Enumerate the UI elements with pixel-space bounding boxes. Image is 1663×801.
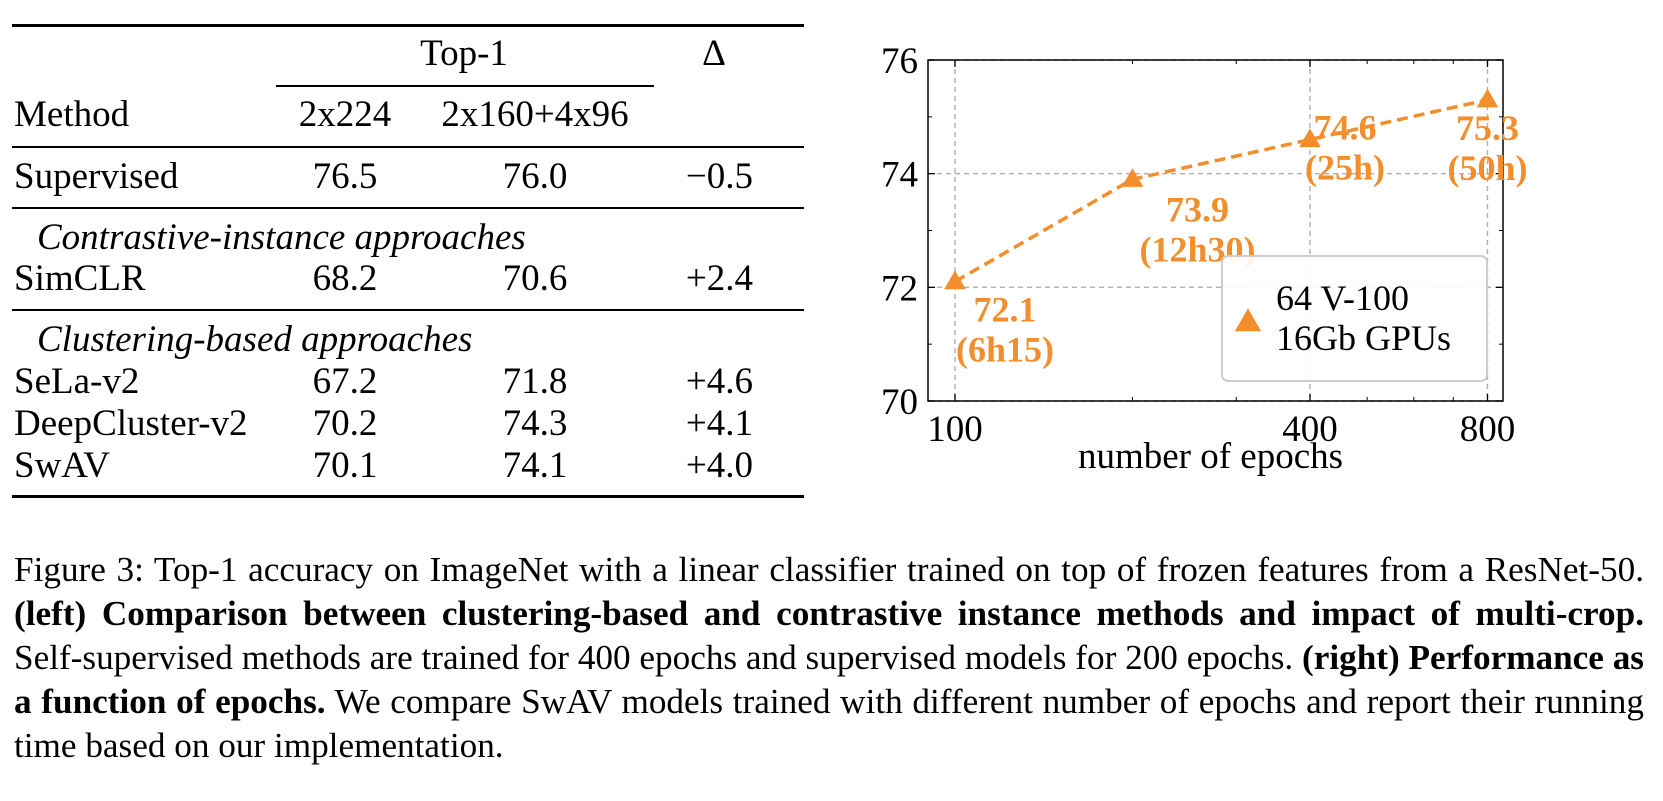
plot-frame <box>927 59 1504 402</box>
y-tick-label: 72 <box>881 268 918 309</box>
legend-box <box>1221 255 1488 382</box>
annotation-layer: 72.1(6h15)73.9(12h30)74.6(25h)75.3(50h) <box>956 108 1527 370</box>
annotation-time: (25h) <box>1305 148 1385 188</box>
header-method: Method <box>14 94 130 135</box>
table-supervised-rule <box>12 207 804 209</box>
header-2x224: 2x224 <box>298 94 392 135</box>
caption-left-bold: (left) Comparison between clustering-bas… <box>14 594 1644 633</box>
figure-caption: Figure 3: Top-1 accuracy on ImageNet wit… <box>14 548 1644 768</box>
y-tick-label: 76 <box>881 41 918 82</box>
data-point-marker <box>1299 128 1321 148</box>
row-supervised-delta: −0.5 <box>685 156 753 197</box>
header-delta: Δ <box>702 33 726 74</box>
legend-label-line1: 64 V-100 <box>1276 278 1409 318</box>
section-contrastive: Contrastive-instance approaches <box>37 217 526 258</box>
y-tick-label: 70 <box>881 382 918 423</box>
row-selav2-delta: +4.6 <box>685 361 753 402</box>
row-selav2-multicrop: 71.8 <box>502 361 568 402</box>
data-point-marker <box>1121 168 1144 187</box>
header-top1: Top-1 <box>420 33 508 74</box>
annotation-value: 73.9 <box>1166 189 1229 229</box>
row-deepclusterv2-method: DeepCluster-v2 <box>14 403 248 444</box>
annotation-time: (6h15) <box>956 330 1054 370</box>
row-selav2-2x224: 67.2 <box>312 361 378 402</box>
annotation-value: 75.3 <box>1456 108 1519 148</box>
data-point-marker <box>1476 88 1499 108</box>
x-axis-label: number of epochs <box>1078 436 1343 477</box>
header-multicrop: 2x160+4x96 <box>441 94 629 135</box>
epochs-chart: 70 72 74 76 100 400 800 number of epochs top-1 a… <box>840 30 1640 530</box>
series-layer <box>944 88 1499 290</box>
row-deepclusterv2-2x224: 70.2 <box>312 403 378 444</box>
row-supervised-multicrop: 76.0 <box>502 156 568 197</box>
table-header-rule <box>12 146 804 148</box>
row-swav-method: SwAV <box>14 445 110 486</box>
table-contrastive-rule <box>12 309 804 311</box>
x-tick-label: 100 <box>927 409 983 450</box>
row-deepclusterv2-delta: +4.1 <box>685 403 753 444</box>
annotation-value: 74.6 <box>1313 108 1376 148</box>
series-line <box>954 98 1488 284</box>
row-swav-multicrop: 74.1 <box>502 445 568 486</box>
annotation-value: 72.1 <box>973 290 1036 330</box>
row-supervised-2x224: 76.5 <box>312 156 378 197</box>
x-tick-label: 800 <box>1460 409 1516 450</box>
table-top1-cmidrule <box>276 85 654 87</box>
table-bottom-rule <box>12 495 804 498</box>
row-simclr-delta: +2.4 <box>685 258 753 299</box>
comparison-table: Top-1 Δ Method 2x224 2x160+4x96 Supervis… <box>0 0 805 540</box>
caption-left-text: Self-supervised methods are trained for … <box>14 638 1303 677</box>
row-selav2-method: SeLa-v2 <box>14 361 140 402</box>
x-tick-label: 400 <box>1282 409 1338 450</box>
section-clustering: Clustering-based approaches <box>37 319 473 360</box>
row-swav-2x224: 70.1 <box>312 445 378 486</box>
row-swav-delta: +4.0 <box>685 445 753 486</box>
row-supervised-method: Supervised <box>14 156 179 197</box>
legend-marker <box>1234 308 1262 332</box>
caption-right-text: We compare SwAV models trained with diff… <box>14 682 1644 765</box>
row-simclr-method: SimCLR <box>14 258 146 299</box>
row-deepclusterv2-multicrop: 74.3 <box>502 403 568 444</box>
y-axis-label: top-1 accucary <box>880 121 881 340</box>
chart-svg: 70 72 74 76 100 400 800 number of epochs top-1 a… <box>840 41 1527 477</box>
table-top-rule <box>12 24 804 27</box>
data-point-marker <box>944 270 966 290</box>
annotation-time: (50h) <box>1447 148 1527 188</box>
y-tick-label: 74 <box>881 155 918 196</box>
caption-prefix: Figure 3: Top-1 accuracy on ImageNet wit… <box>14 550 1644 589</box>
legend-label-line2: 16Gb GPUs <box>1276 318 1451 358</box>
caption-right-bold: (right) Performance as a function of epo… <box>14 638 1644 721</box>
row-simclr-2x224: 68.2 <box>312 258 378 299</box>
row-simclr-multicrop: 70.6 <box>502 258 568 299</box>
